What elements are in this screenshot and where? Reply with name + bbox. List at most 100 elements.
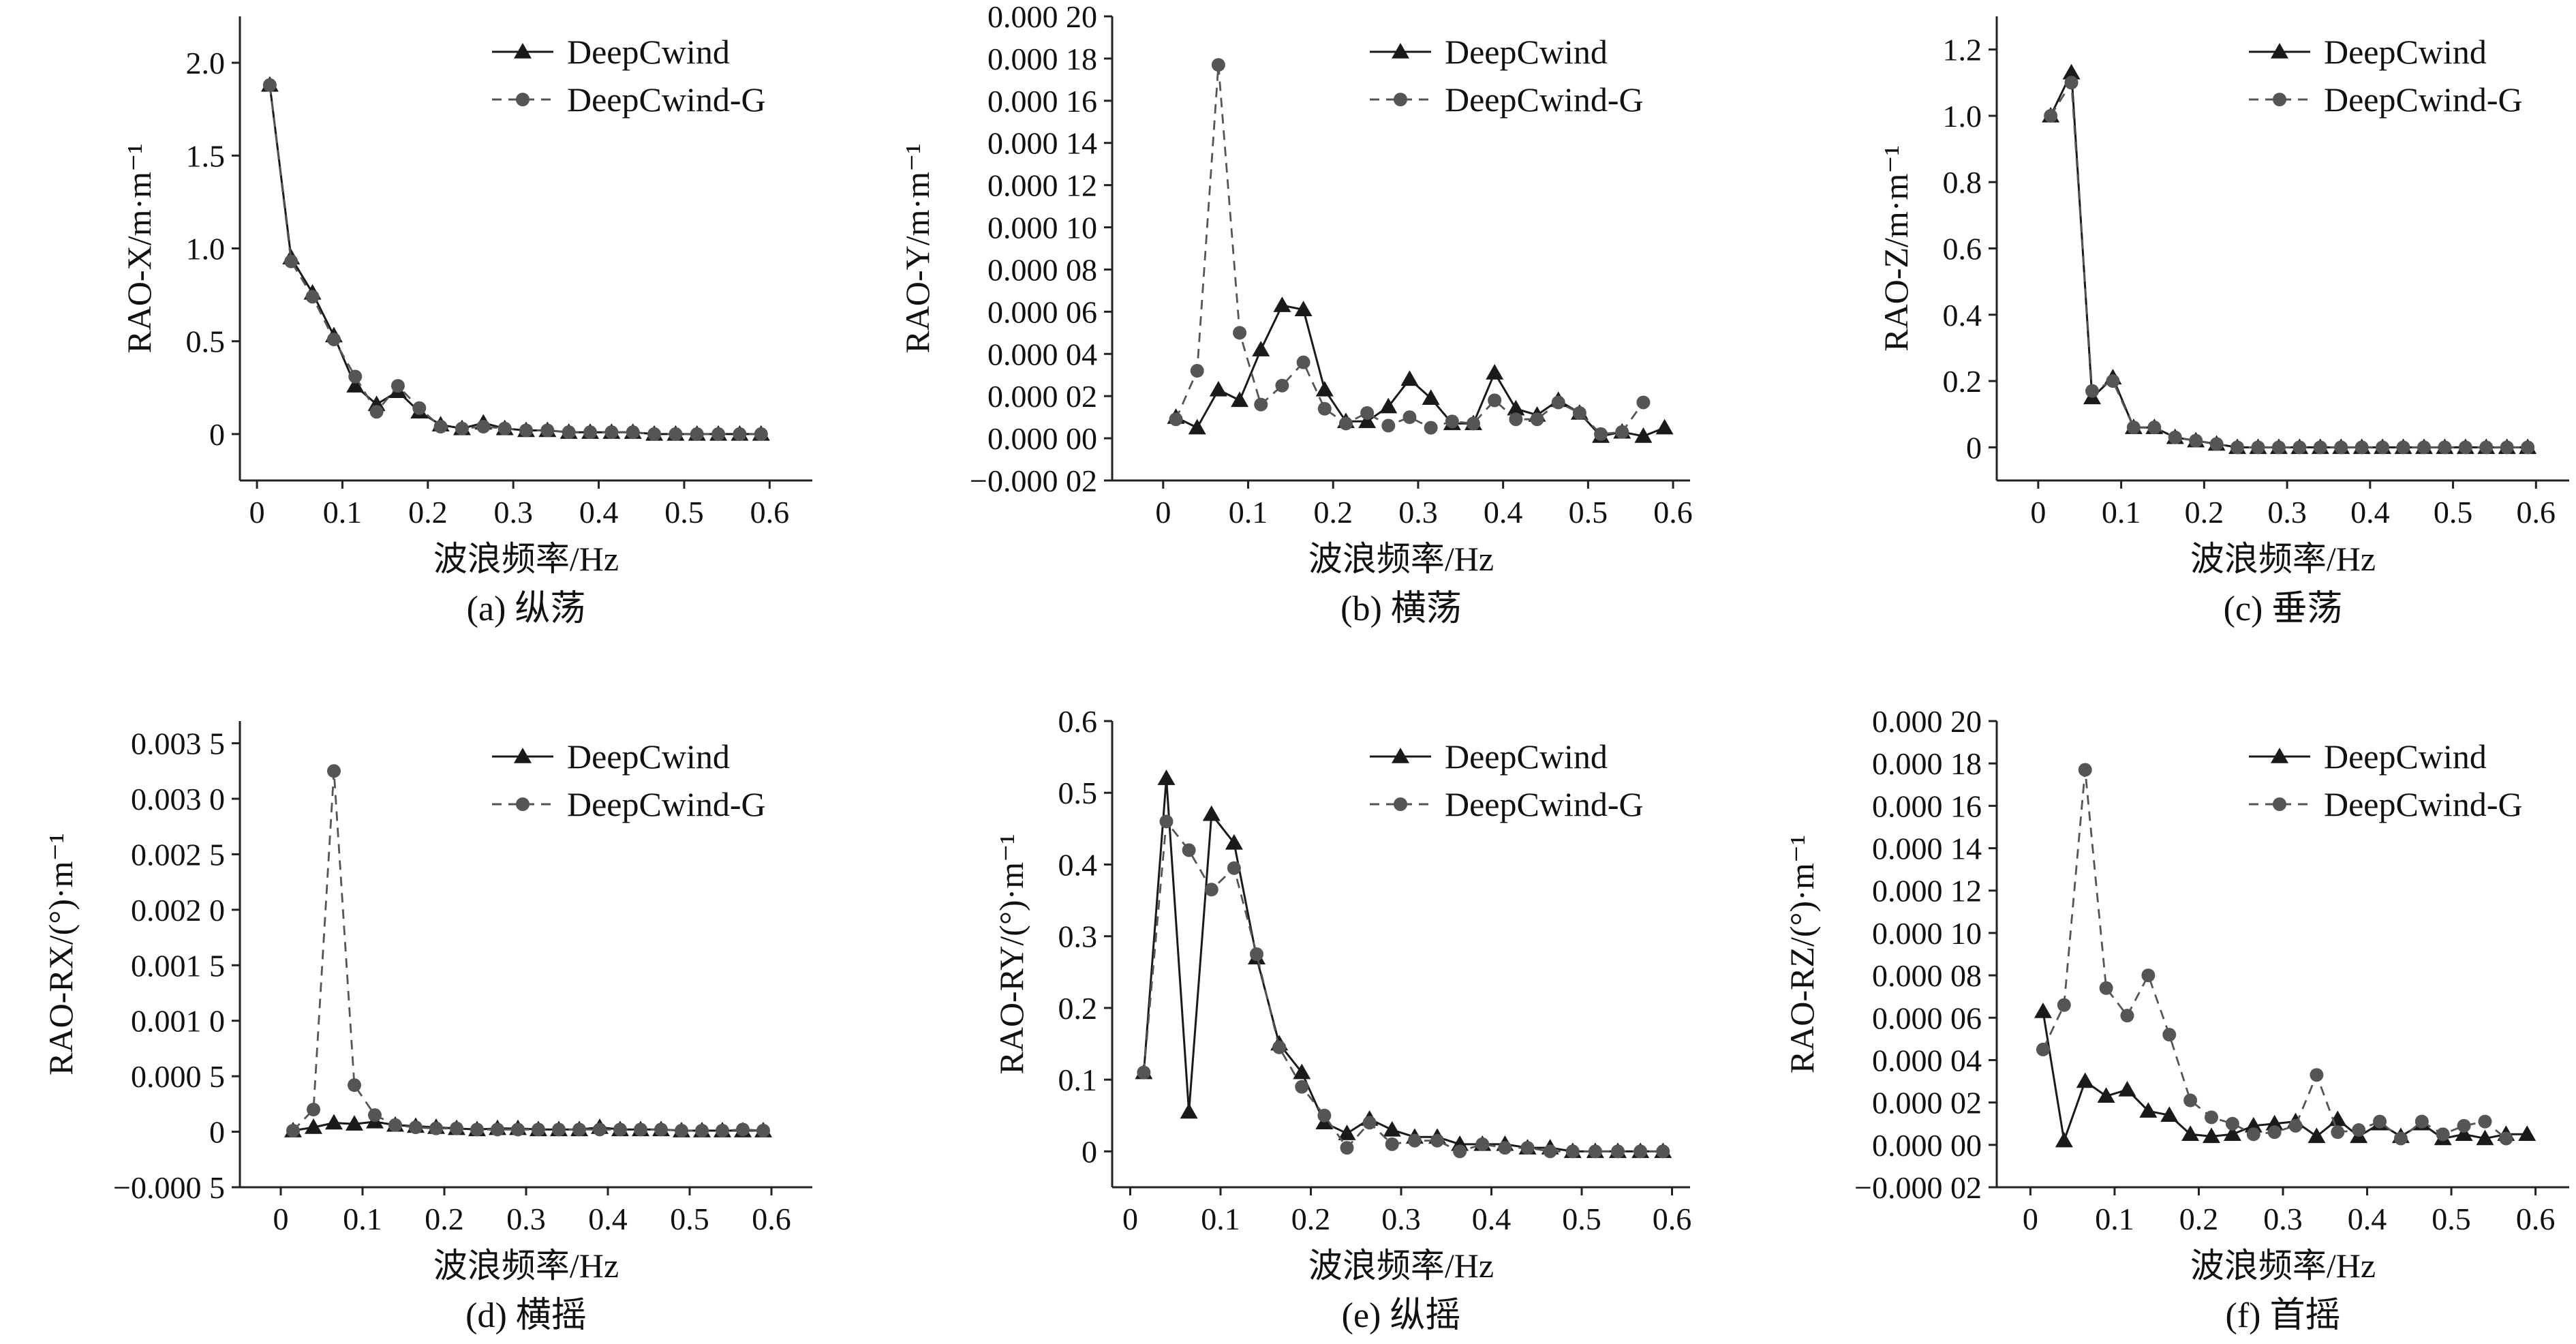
data-point [716, 1123, 729, 1137]
data-point [1634, 1144, 1648, 1159]
series-deepcwind-g [286, 764, 770, 1137]
legend-label: DeepCwind-G [567, 80, 766, 119]
legend-marker [516, 93, 530, 106]
data-point [669, 427, 683, 441]
series-line [2049, 79, 2528, 448]
chart-caption: (e) 纵摇 [1342, 1296, 1461, 1335]
data-point [1402, 410, 1417, 425]
x-tick-label: 0.3 [506, 1202, 546, 1236]
y-tick-label: 0.000 16 [1872, 789, 1982, 823]
data-point [2147, 421, 2162, 435]
x-tick-label: 0 [249, 495, 265, 530]
series-line [1143, 819, 1663, 1152]
legend-label: DeepCwind-G [1445, 80, 1644, 119]
data-point [1275, 378, 1289, 393]
data-point [476, 420, 491, 434]
x-tick-label: 0 [2023, 1202, 2038, 1236]
data-point [1381, 418, 1396, 433]
x-tick-label: 0 [1122, 1202, 1138, 1236]
y-tick-label: 1.0 [1943, 99, 1982, 134]
data-point [2118, 1080, 2136, 1097]
data-point [511, 1122, 525, 1137]
data-point [2293, 440, 2307, 455]
y-tick-label: 0.000 04 [1872, 1043, 1982, 1078]
x-axis-title: 波浪频率/Hz [1308, 540, 1494, 578]
data-point [262, 78, 277, 92]
data-point [1338, 416, 1353, 431]
series-deepcwind-g [262, 78, 768, 441]
data-point [348, 1078, 361, 1093]
y-tick-label: 0.000 10 [987, 211, 1097, 245]
y-tick-label: 0.4 [1943, 298, 1982, 333]
data-point [1572, 406, 1586, 420]
data-point [634, 1122, 647, 1137]
y-tick-label: 0.1 [1058, 1063, 1098, 1097]
data-point [604, 425, 619, 440]
y-tick-label: 0.000 16 [987, 84, 1097, 119]
data-point [1209, 380, 1227, 397]
data-point [369, 405, 384, 419]
data-point [552, 1122, 566, 1137]
data-point [647, 427, 662, 441]
series-line [1142, 778, 1663, 1152]
data-point [593, 1122, 607, 1137]
data-point [2126, 421, 2141, 435]
data-point [1202, 805, 1221, 821]
data-point [2267, 1125, 2282, 1140]
x-tick-label: 0.2 [408, 495, 448, 530]
data-point [284, 254, 298, 269]
y-tick-label: 0.5 [186, 324, 226, 359]
x-tick-label: 0.6 [750, 495, 790, 530]
x-tick-label: 0.5 [2432, 1202, 2471, 1236]
data-point [1379, 397, 1398, 414]
data-point [1180, 1103, 1198, 1119]
y-tick-label: 0.2 [1943, 364, 1982, 399]
y-tick-label: 0 [209, 1115, 225, 1150]
data-point [1509, 412, 1523, 427]
data-point [2251, 440, 2265, 455]
y-tick-label: 0.000 00 [987, 421, 1097, 456]
x-tick-label: 0.2 [2185, 495, 2224, 530]
data-point [1486, 364, 1504, 380]
data-point [1424, 421, 1438, 435]
data-point [754, 427, 768, 441]
x-tick-label: 0.5 [2434, 495, 2473, 530]
data-point [1137, 1065, 1151, 1080]
x-tick-label: 0 [273, 1202, 289, 1236]
chart-d: 0 0.1 0.2 0.3 0.4 0.5 0.6 −0.000 5 0 0.000 5 0.001… [42, 721, 812, 1335]
legend: DeepCwind DeepCwind-G [492, 33, 766, 119]
data-point [2458, 440, 2472, 455]
data-point [2203, 1127, 2220, 1144]
y-tick-label: 0.3 [1058, 919, 1098, 954]
legend-label: DeepCwind-G [2324, 785, 2523, 823]
data-point [1543, 1144, 1557, 1159]
legend-marker [1392, 43, 1409, 59]
y-tick-label: 0.000 00 [1872, 1128, 1982, 1163]
y-tick-label: −0.000 5 [113, 1170, 225, 1205]
x-axis-title: 波浪频率/Hz [2190, 1247, 2376, 1285]
data-point [1317, 401, 1332, 416]
data-point [1182, 843, 1196, 857]
series-deepcwind-g [2044, 76, 2535, 455]
data-point [388, 1118, 402, 1132]
chart-e: 0 0.1 0.2 0.3 0.4 0.5 0.6 0 0.1 0.2 0.3 0.4 0.5 0.6 波浪… [992, 704, 1691, 1335]
x-tick-label: 0.4 [2348, 1202, 2387, 1236]
data-point [2162, 1028, 2177, 1042]
data-point [2396, 440, 2410, 455]
data-point [1385, 1137, 1399, 1151]
legend-label: DeepCwind [567, 737, 730, 776]
x-tick-label: 0.5 [1562, 1202, 1601, 1236]
x-tick-label: 0.5 [670, 1202, 709, 1236]
data-point [491, 1122, 504, 1137]
y-tick-label: 0.002 0 [131, 893, 225, 928]
x-axis-title: 波浪频率/Hz [433, 1247, 619, 1285]
data-point [572, 1122, 586, 1137]
x-tick-label: 0.5 [664, 495, 704, 530]
data-point [2244, 1116, 2263, 1133]
y-tick-label: 0.003 0 [131, 782, 225, 816]
series-line [2042, 769, 2507, 1140]
data-point [2099, 981, 2113, 995]
data-point [2476, 1129, 2494, 1146]
series-deepcwind [1135, 769, 1672, 1159]
chart-a: 0 0.1 0.2 0.3 0.4 0.5 0.6 0 0.5 1.0 1.5 2.0 波浪频率/Hz R… [120, 16, 812, 628]
